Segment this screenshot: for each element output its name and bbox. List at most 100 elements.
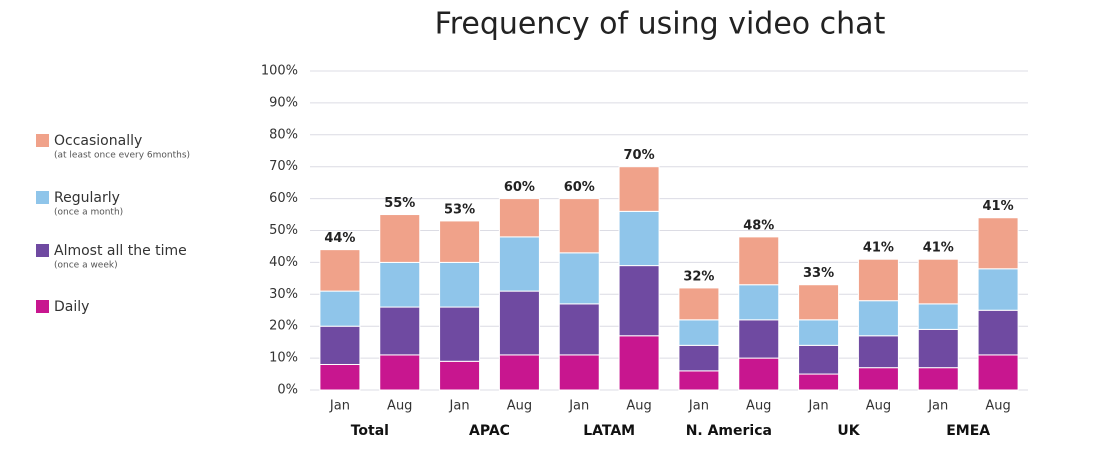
bar-segment bbox=[917, 328, 959, 369]
bar-segment bbox=[379, 261, 421, 308]
bar-segment bbox=[798, 319, 840, 346]
bar-segment bbox=[379, 354, 421, 391]
bar-segment bbox=[857, 258, 899, 302]
legend-swatch bbox=[36, 300, 49, 313]
y-tick-label: 60% bbox=[269, 191, 298, 206]
x-tick-label: Jan bbox=[449, 399, 470, 414]
chart-title: Frequency of using video chat bbox=[435, 7, 886, 42]
bar-segment bbox=[738, 284, 780, 321]
bar-segment bbox=[977, 268, 1019, 311]
legend-note: (at least once every 6months) bbox=[54, 151, 190, 161]
bar-segment bbox=[917, 367, 959, 391]
bar-segment bbox=[738, 357, 780, 391]
x-tick-label: Aug bbox=[387, 399, 412, 414]
x-tick-label: Jan bbox=[329, 399, 350, 414]
bar-segment bbox=[678, 370, 720, 391]
bar-label: 53% bbox=[444, 202, 475, 217]
bar-segment bbox=[379, 214, 421, 263]
bar-segment bbox=[977, 217, 1019, 270]
bar-segment bbox=[857, 300, 899, 337]
bar-segment bbox=[379, 306, 421, 356]
y-tick-label: 20% bbox=[269, 319, 298, 334]
bar-label: 41% bbox=[923, 241, 954, 256]
bar-label: 48% bbox=[743, 218, 774, 233]
bar-segment bbox=[319, 325, 361, 365]
bar-segment bbox=[558, 354, 600, 391]
bar-segment bbox=[798, 373, 840, 391]
x-tick-label: Aug bbox=[985, 399, 1010, 414]
legend-label: Occasionally bbox=[54, 133, 142, 149]
x-tick-label: Aug bbox=[866, 399, 891, 414]
bar-label: 44% bbox=[324, 231, 355, 246]
x-tick-label: Jan bbox=[808, 399, 829, 414]
bar-segment bbox=[678, 287, 720, 321]
bar-segment bbox=[798, 344, 840, 375]
legend-note: (once a month) bbox=[54, 208, 123, 218]
bar-segment bbox=[319, 290, 361, 327]
bar-segment bbox=[917, 258, 959, 305]
bar-segment bbox=[618, 166, 660, 212]
bar-segment bbox=[678, 344, 720, 372]
bar-segment bbox=[977, 309, 1019, 356]
x-tick-label: Jan bbox=[927, 399, 948, 414]
x-tick-label: Jan bbox=[568, 399, 589, 414]
bar-segment bbox=[498, 236, 540, 292]
bar-segment bbox=[319, 249, 361, 292]
bar-segment bbox=[558, 198, 600, 254]
group-label: EMEA bbox=[946, 423, 990, 439]
bar-segment bbox=[498, 354, 540, 391]
bar-segment bbox=[558, 252, 600, 305]
bar-segment bbox=[558, 303, 600, 356]
bar-label: 55% bbox=[384, 196, 415, 211]
group-label: UK bbox=[837, 423, 860, 439]
y-tick-label: 40% bbox=[269, 255, 298, 270]
bar-segment bbox=[977, 354, 1019, 391]
bar-segment bbox=[798, 284, 840, 321]
bar-label: 60% bbox=[564, 180, 595, 195]
group-label: APAC bbox=[469, 423, 510, 439]
y-tick-label: 50% bbox=[269, 223, 298, 238]
bar-segment bbox=[678, 319, 720, 346]
bar-segment bbox=[917, 303, 959, 330]
x-tick-label: Aug bbox=[746, 399, 771, 414]
y-tick-label: 10% bbox=[269, 351, 298, 366]
bar-segment bbox=[618, 335, 660, 391]
bar-segment bbox=[498, 290, 540, 356]
bar-segment bbox=[439, 306, 481, 362]
x-tick-label: Aug bbox=[626, 399, 651, 414]
bar-segment bbox=[857, 367, 899, 391]
legend-swatch bbox=[36, 134, 49, 147]
legend-swatch bbox=[36, 191, 49, 204]
y-tick-label: 80% bbox=[269, 127, 298, 142]
legend-swatch bbox=[36, 244, 49, 257]
y-tick-label: 70% bbox=[269, 159, 298, 174]
bar-segment bbox=[618, 210, 660, 267]
legend-label: Almost all the time bbox=[54, 243, 187, 259]
bar-segment bbox=[439, 261, 481, 308]
bar-label: 60% bbox=[504, 180, 535, 195]
x-tick-label: Jan bbox=[688, 399, 709, 414]
y-tick-label: 100% bbox=[261, 64, 298, 79]
legend-label: Regularly bbox=[54, 190, 120, 206]
bar-label: 70% bbox=[624, 148, 655, 163]
legend-note: (once a week) bbox=[54, 261, 118, 271]
y-tick-label: 0% bbox=[277, 383, 298, 398]
bar-label: 41% bbox=[983, 199, 1014, 214]
bar-segment bbox=[439, 220, 481, 263]
group-label: LATAM bbox=[583, 423, 635, 439]
bar-segment bbox=[618, 265, 660, 337]
y-tick-label: 30% bbox=[269, 287, 298, 302]
bar-segment bbox=[738, 319, 780, 359]
bar-segment bbox=[498, 198, 540, 238]
x-tick-label: Aug bbox=[507, 399, 532, 414]
bar-segment bbox=[738, 236, 780, 286]
bar-segment bbox=[319, 363, 361, 391]
bar-segment bbox=[439, 360, 481, 391]
bar-label: 33% bbox=[803, 266, 834, 281]
bar-segment bbox=[857, 335, 899, 369]
bar-label: 32% bbox=[683, 269, 714, 284]
y-tick-label: 90% bbox=[269, 95, 298, 110]
group-label: N. America bbox=[686, 423, 772, 439]
legend-label: Daily bbox=[54, 299, 89, 315]
